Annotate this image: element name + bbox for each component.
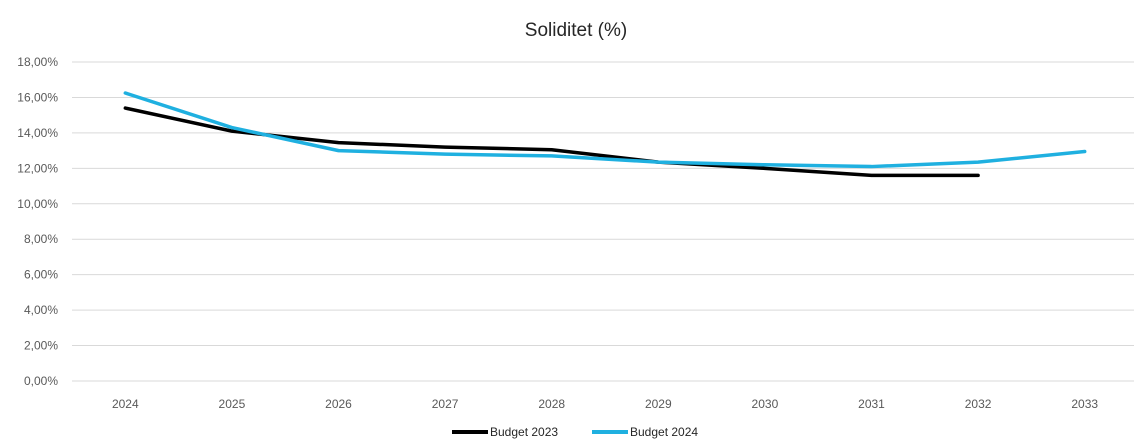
y-tick-label: 18,00% xyxy=(17,55,58,69)
y-tick-label: 14,00% xyxy=(17,126,58,140)
legend: Budget 2023 Budget 2024 xyxy=(452,425,698,439)
x-tick-label: 2032 xyxy=(965,397,992,411)
legend-label: Budget 2024 xyxy=(630,425,698,439)
series-line-2 xyxy=(123,91,1087,169)
series-lines xyxy=(123,91,1087,178)
y-tick-label: 0,00% xyxy=(24,374,58,388)
x-tick-label: 2029 xyxy=(645,397,672,411)
x-tick-label: 2025 xyxy=(219,397,246,411)
y-tick-label: 6,00% xyxy=(24,268,58,282)
legend-label: Budget 2023 xyxy=(490,425,558,439)
x-tick-label: 2026 xyxy=(325,397,352,411)
gridlines xyxy=(72,61,1134,382)
x-tick-label: 2033 xyxy=(1071,397,1098,411)
y-tick-label: 10,00% xyxy=(17,197,58,211)
x-tick-label: 2024 xyxy=(112,397,139,411)
x-axis-tick-labels: 2024 2025 2026 2027 2028 2029 2030 2031 2032 2033 xyxy=(112,397,1098,411)
x-tick-label: 2030 xyxy=(752,397,779,411)
y-axis-tick-labels: 0,00% 2,00% 4,00% 6,00% 8,00% 10,00% 12,00% 14,… xyxy=(17,55,58,388)
y-tick-label: 12,00% xyxy=(17,161,58,175)
chart-title: Soliditet (%) xyxy=(525,20,627,41)
x-tick-label: 2031 xyxy=(858,397,885,411)
y-tick-label: 8,00% xyxy=(24,232,58,246)
y-tick-label: 4,00% xyxy=(24,303,58,317)
x-tick-label: 2028 xyxy=(538,397,565,411)
x-tick-label: 2027 xyxy=(432,397,459,411)
y-tick-label: 16,00% xyxy=(17,90,58,104)
y-tick-label: 2,00% xyxy=(24,339,58,353)
